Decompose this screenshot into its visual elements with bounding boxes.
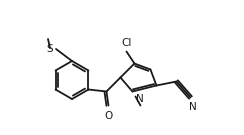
Text: O: O — [104, 111, 112, 121]
Text: N: N — [189, 102, 196, 112]
Text: N: N — [136, 94, 144, 104]
Text: S: S — [46, 44, 53, 54]
Text: Cl: Cl — [121, 38, 132, 48]
